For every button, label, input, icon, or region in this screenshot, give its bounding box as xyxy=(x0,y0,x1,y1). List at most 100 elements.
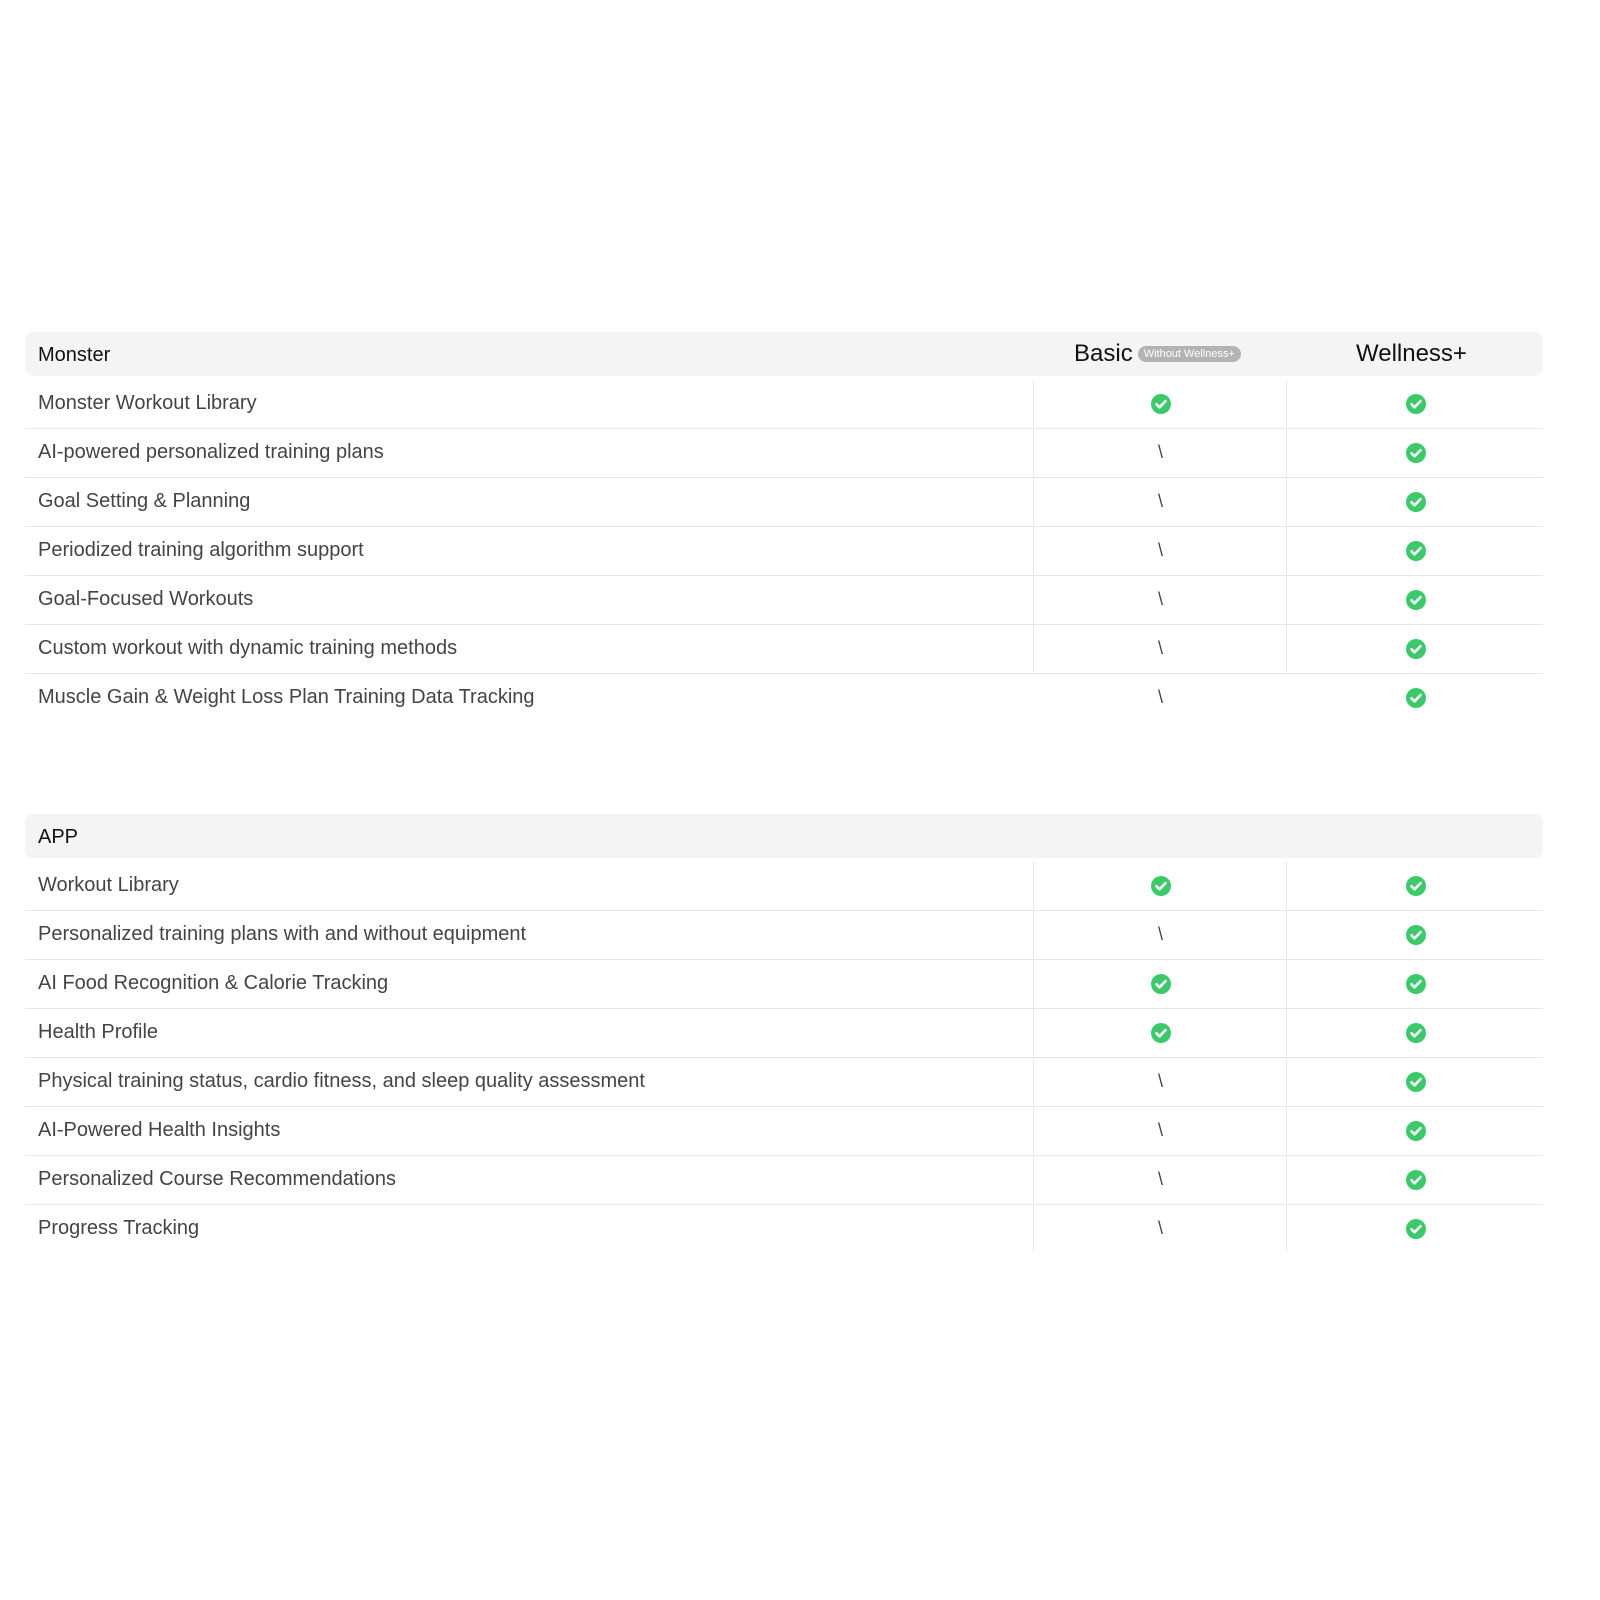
basic-label: Basic xyxy=(1074,340,1133,367)
wellness-cell xyxy=(1286,478,1544,525)
not-included-mark: \ xyxy=(1157,924,1163,944)
wellness-column-header: Wellness+ xyxy=(1356,340,1467,368)
feature-name: AI-Powered Health Insights xyxy=(38,1119,281,1141)
basic-cell: \ xyxy=(1033,478,1287,525)
not-included-mark: \ xyxy=(1157,687,1163,707)
check-icon xyxy=(1405,540,1426,561)
basic-cell: \ xyxy=(1033,1058,1287,1105)
check-icon xyxy=(1405,1120,1426,1141)
table-row: Muscle Gain & Weight Loss Plan Training … xyxy=(25,674,1543,722)
wellness-label: Wellness+ xyxy=(1356,340,1467,367)
basic-cell: \ xyxy=(1033,1156,1287,1203)
wellness-cell xyxy=(1286,862,1544,909)
check-icon xyxy=(1405,1169,1426,1190)
basic-cell xyxy=(1033,380,1287,427)
not-included-mark: \ xyxy=(1157,491,1163,511)
not-included-mark: \ xyxy=(1157,638,1163,658)
wellness-cell xyxy=(1286,674,1544,721)
check-icon xyxy=(1405,442,1426,463)
check-icon xyxy=(1405,924,1426,945)
wellness-cell xyxy=(1286,1107,1544,1154)
basic-cell: \ xyxy=(1033,576,1287,623)
table-row: Health Profile xyxy=(25,1009,1543,1058)
not-included-mark: \ xyxy=(1157,540,1163,560)
basic-column-header: Basic Without Wellness+ xyxy=(1074,340,1241,368)
table-row: Personalized Course Recommendations \ xyxy=(25,1156,1543,1205)
table-row: Custom workout with dynamic training met… xyxy=(25,625,1543,674)
wellness-cell xyxy=(1286,429,1544,476)
feature-name: Health Profile xyxy=(38,1021,159,1043)
table-row: Goal-Focused Workouts \ xyxy=(25,576,1543,625)
wellness-cell xyxy=(1286,911,1544,958)
feature-name: Goal Setting & Planning xyxy=(38,490,251,512)
table-row: Goal Setting & Planning \ xyxy=(25,478,1543,527)
check-icon xyxy=(1405,1022,1426,1043)
app-section: APP Workout Library Personalized training… xyxy=(25,814,1543,1253)
check-icon xyxy=(1405,687,1426,708)
feature-name: AI-powered personalized training plans xyxy=(38,441,384,463)
feature-name: Custom workout with dynamic training met… xyxy=(38,637,458,659)
feature-name: Periodized training algorithm support xyxy=(38,539,364,561)
check-icon xyxy=(1405,638,1426,659)
table-row: Physical training status, cardio fitness… xyxy=(25,1058,1543,1107)
not-included-mark: \ xyxy=(1157,1071,1163,1091)
feature-name: Goal-Focused Workouts xyxy=(38,588,254,610)
table-row: AI-Powered Health Insights \ xyxy=(25,1107,1543,1156)
wellness-cell xyxy=(1286,576,1544,623)
check-icon xyxy=(1150,973,1171,994)
basic-cell: \ xyxy=(1033,527,1287,574)
table-row: Workout Library xyxy=(25,862,1543,911)
check-icon xyxy=(1405,973,1426,994)
table-row: AI Food Recognition & Calorie Tracking xyxy=(25,960,1543,1009)
table-row: Personalized training plans with and wit… xyxy=(25,911,1543,960)
basic-cell: \ xyxy=(1033,1107,1287,1154)
not-included-mark: \ xyxy=(1157,442,1163,462)
without-wellness-badge: Without Wellness+ xyxy=(1137,346,1241,362)
not-included-mark: \ xyxy=(1157,1169,1163,1189)
wellness-cell xyxy=(1286,380,1544,427)
check-icon xyxy=(1150,393,1171,414)
basic-cell: \ xyxy=(1033,429,1287,476)
wellness-cell xyxy=(1286,1205,1544,1252)
wellness-cell xyxy=(1286,1156,1544,1203)
table-row: AI-powered personalized training plans \ xyxy=(25,429,1543,478)
check-icon xyxy=(1405,491,1426,512)
table-row: Monster Workout Library xyxy=(25,380,1543,429)
section-header: APP xyxy=(25,814,1543,858)
basic-cell xyxy=(1033,1009,1287,1056)
wellness-cell xyxy=(1286,1009,1544,1056)
section-title: Monster xyxy=(38,344,111,366)
not-included-mark: \ xyxy=(1157,589,1163,609)
basic-cell: \ xyxy=(1033,625,1287,672)
check-icon xyxy=(1150,875,1171,896)
basic-cell xyxy=(1033,960,1287,1007)
wellness-cell xyxy=(1286,960,1544,1007)
feature-name: Workout Library xyxy=(38,874,179,896)
wellness-cell xyxy=(1286,1058,1544,1105)
section-header: Monster Basic Without Wellness+ Wellness… xyxy=(25,332,1543,376)
feature-name: Physical training status, cardio fitness… xyxy=(38,1070,645,1092)
feature-rows: Monster Workout Library AI-powered person… xyxy=(25,380,1543,722)
feature-name: Monster Workout Library xyxy=(38,392,257,414)
check-icon xyxy=(1405,393,1426,414)
not-included-mark: \ xyxy=(1157,1120,1163,1140)
feature-name: Progress Tracking xyxy=(38,1217,200,1239)
basic-cell: \ xyxy=(1033,911,1287,958)
check-icon xyxy=(1405,1218,1426,1239)
feature-name: Personalized training plans with and wit… xyxy=(38,923,527,945)
feature-name: AI Food Recognition & Calorie Tracking xyxy=(38,972,389,994)
basic-cell: \ xyxy=(1033,1205,1287,1252)
check-icon xyxy=(1405,1071,1426,1092)
feature-name: Personalized Course Recommendations xyxy=(38,1168,396,1190)
basic-cell xyxy=(1033,862,1287,909)
not-included-mark: \ xyxy=(1157,1218,1163,1238)
feature-name: Muscle Gain & Weight Loss Plan Training … xyxy=(38,686,535,708)
table-row: Progress Tracking \ xyxy=(25,1205,1543,1253)
wellness-cell xyxy=(1286,625,1544,672)
basic-cell: \ xyxy=(1033,674,1287,721)
check-icon xyxy=(1405,875,1426,896)
section-title: APP xyxy=(38,826,79,848)
check-icon xyxy=(1405,589,1426,610)
table-row: Periodized training algorithm support \ xyxy=(25,527,1543,576)
feature-rows: Workout Library Personalized training pla… xyxy=(25,862,1543,1253)
